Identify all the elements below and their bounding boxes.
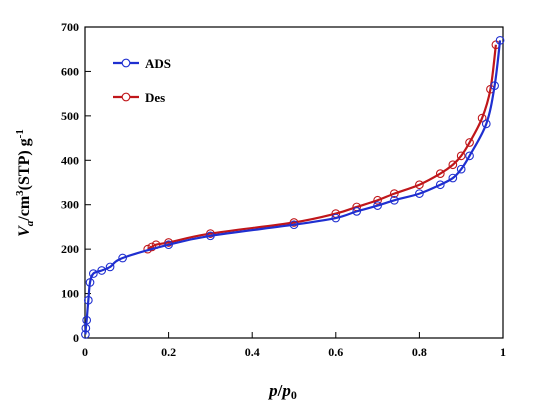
des-data-point: [389, 189, 399, 198]
des-data-point: [415, 180, 424, 190]
ads-data-point: [495, 35, 505, 45]
des-data-point: [435, 169, 445, 178]
ads-data-point: [81, 330, 90, 339]
y-axis: 0 100 200 300 400 500 600 700: [61, 20, 91, 345]
des-data-point: [448, 160, 458, 170]
ads-data-point: [118, 253, 127, 263]
ads-series-line: [84, 40, 502, 335]
des-legend-label: Des: [145, 90, 165, 105]
ads-data-point: [465, 151, 474, 161]
y-tick-label: 600: [61, 64, 79, 78]
y-tick-label: 0: [73, 331, 79, 345]
x-axis: 0 0.2 0.4 0.6 0.8 1: [82, 332, 506, 359]
x-tick-label: 0.6: [328, 345, 343, 359]
y-tick-label: 200: [61, 242, 79, 256]
series-layer: [81, 35, 505, 339]
ads-legend-label: ADS: [145, 56, 171, 71]
ads-data-point: [331, 213, 341, 223]
des-data-point: [477, 113, 487, 123]
y-tick-label: 500: [61, 109, 79, 123]
ads-data-point: [435, 180, 445, 190]
x-tick-label: 0.2: [161, 345, 176, 359]
des-data-point: [164, 238, 173, 247]
ads-data-point: [481, 119, 491, 129]
ads-data-point: [389, 195, 399, 205]
y-tick-label: 300: [61, 198, 79, 212]
des-data-point: [456, 151, 466, 161]
ads-data-point: [456, 164, 466, 174]
y-axis-label: Va/cm3(STP) g-1: [14, 129, 36, 237]
ads-data-point: [490, 81, 499, 90]
ads-data-point: [85, 278, 95, 287]
x-tick-label: 0.4: [245, 345, 260, 359]
ads-data-point: [89, 269, 98, 278]
ads-data-point: [448, 173, 458, 183]
des-legend-marker: [121, 92, 131, 102]
des-data-point: [289, 218, 299, 227]
ads-data-point: [105, 262, 115, 272]
ads-data-point: [164, 240, 173, 250]
x-tick-label: 0.8: [412, 345, 427, 359]
ads-data-point: [415, 189, 424, 198]
y-tick-label: 700: [61, 20, 79, 34]
ads-data-point: [289, 220, 299, 230]
x-axis-label: p/p0: [267, 381, 297, 402]
des-series-line: [147, 44, 497, 251]
y-tick-label: 100: [61, 287, 79, 301]
x-tick-label: 1: [500, 345, 506, 359]
ads-data-point: [97, 266, 107, 275]
legend: ADS Des: [113, 56, 171, 105]
des-data-point: [373, 195, 382, 205]
x-tick-label: 0: [82, 345, 88, 359]
y-tick-label: 400: [61, 153, 79, 167]
plot-frame: [84, 26, 504, 339]
des-data-point: [206, 229, 215, 238]
des-data-point: [465, 138, 474, 147]
ads-legend-marker: [121, 58, 131, 68]
ads-data-point: [82, 315, 92, 325]
ads-data-point: [352, 207, 362, 216]
ads-data-point: [83, 295, 93, 305]
ads-data-point: [373, 201, 382, 210]
ads-data-point: [206, 231, 215, 241]
